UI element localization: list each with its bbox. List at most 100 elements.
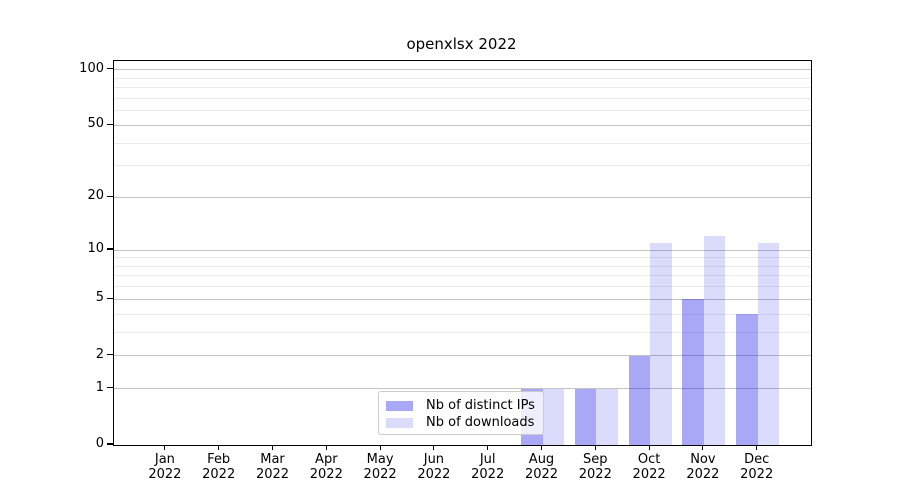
plot-area (113, 60, 812, 446)
gridline-minor (114, 165, 811, 167)
gridline-minor (114, 87, 811, 89)
x-tick-month: Dec (744, 452, 770, 467)
y-tick-label: 2 (95, 346, 104, 362)
gridline-major (114, 69, 811, 71)
bar-ips-nov (682, 299, 704, 445)
x-tick-mark (164, 445, 166, 450)
x-tick-mark (648, 445, 650, 450)
y-tick-label: 1 (95, 379, 104, 395)
x-tick-label: Jul 2022 (453, 452, 523, 482)
bar-downloads-dec (757, 242, 780, 445)
x-tick-year: 2022 (471, 467, 505, 482)
gridline-minor (114, 331, 811, 333)
y-tick-mark (107, 248, 113, 250)
x-tick-label: Jan 2022 (130, 452, 200, 482)
gridline-minor (114, 77, 811, 79)
gridline-major (114, 388, 811, 390)
x-tick-month: May (366, 452, 394, 467)
y-tick-label: 5 (95, 290, 104, 306)
x-tick-label: Oct 2022 (614, 452, 684, 482)
y-tick-mark (107, 68, 113, 70)
x-tick-label: Mar 2022 (238, 452, 308, 482)
bar-ips-dec (736, 314, 758, 445)
x-tick-mark (702, 445, 704, 450)
x-tick-label: Apr 2022 (291, 452, 361, 482)
x-tick-year: 2022 (202, 467, 236, 482)
x-tick-year: 2022 (363, 467, 397, 482)
bar-downloads-sep (596, 388, 618, 445)
bar-ips-sep (574, 388, 597, 445)
y-tick-mark (107, 354, 113, 356)
x-tick-month: Sep (583, 452, 608, 467)
x-tick-mark (325, 445, 327, 450)
x-tick-year: 2022 (686, 467, 720, 482)
gridline-minor (114, 313, 811, 315)
y-tick-label: 0 (95, 436, 104, 451)
x-tick-label: Dec 2022 (722, 452, 792, 482)
y-tick-label: 100 (79, 60, 104, 76)
legend-swatch (386, 417, 413, 428)
x-tick-mark (594, 445, 596, 450)
gridline-major (114, 196, 811, 198)
x-tick-year: 2022 (578, 467, 612, 482)
bar-ips-oct (628, 355, 651, 445)
x-tick-year: 2022 (524, 467, 559, 482)
y-tick-label: 20 (87, 188, 104, 204)
x-tick-year: 2022 (740, 467, 774, 482)
y-tick-mark (107, 195, 113, 198)
chart-title: openxlsx 2022 (406, 35, 517, 53)
y-tick-mark (107, 387, 113, 389)
x-tick-label: Feb 2022 (184, 452, 254, 482)
x-tick-mark (379, 445, 381, 450)
gridline-minor (114, 275, 811, 277)
gridline-major (114, 124, 811, 126)
gridline-major (114, 298, 811, 300)
x-tick-month: Oct (637, 452, 661, 467)
legend-row: Nb of distinct IPs (386, 397, 543, 414)
x-tick-mark (433, 445, 435, 450)
y-tick-label: 50 (87, 116, 104, 132)
gridline-minor (114, 110, 811, 112)
x-tick-month: Mar (260, 452, 285, 467)
x-tick-year: 2022 (417, 467, 451, 482)
gridline-minor (114, 265, 811, 267)
legend-label: Nb of downloads (426, 415, 535, 430)
gridline-minor (114, 257, 811, 259)
x-tick-year: 2022 (255, 467, 290, 482)
x-tick-month: Aug (528, 452, 555, 467)
x-tick-mark (271, 445, 274, 450)
x-tick-year: 2022 (148, 467, 182, 482)
gridline-minor (114, 142, 811, 144)
x-tick-label: Aug 2022 (507, 452, 577, 482)
y-tick-mark (107, 123, 113, 125)
x-tick-month: Jun (423, 452, 445, 467)
x-tick-label: Sep 2022 (560, 452, 630, 482)
y-tick-mark (107, 297, 113, 299)
gridline-major (114, 355, 811, 357)
y-tick-label: 10 (87, 241, 104, 257)
x-tick-label: Nov 2022 (668, 452, 738, 482)
x-tick-month: Jan (154, 452, 175, 467)
x-tick-mark (218, 445, 220, 450)
gridline-minor (114, 97, 811, 99)
legend: Nb of distinct IPs Nb of downloads (378, 391, 544, 435)
x-tick-label: May 2022 (345, 452, 415, 482)
gridline-major (114, 249, 811, 251)
x-tick-month: Nov (690, 452, 716, 467)
y-tick-mark (107, 443, 113, 445)
legend-swatch (386, 400, 413, 411)
legend-row: Nb of downloads (386, 414, 543, 431)
x-tick-year: 2022 (309, 467, 343, 482)
legend-label: Nb of distinct IPs (426, 398, 535, 413)
bar-downloads-oct (650, 242, 672, 445)
x-tick-month: Apr (315, 452, 338, 467)
x-tick-month: Feb (207, 452, 231, 467)
x-tick-mark (540, 445, 543, 450)
x-tick-mark (487, 445, 489, 450)
bar-downloads-aug (542, 388, 564, 445)
x-tick-year: 2022 (632, 467, 666, 482)
x-tick-label: Jun 2022 (399, 452, 469, 482)
gridline-minor (114, 286, 811, 288)
bar-downloads-nov (703, 236, 726, 445)
